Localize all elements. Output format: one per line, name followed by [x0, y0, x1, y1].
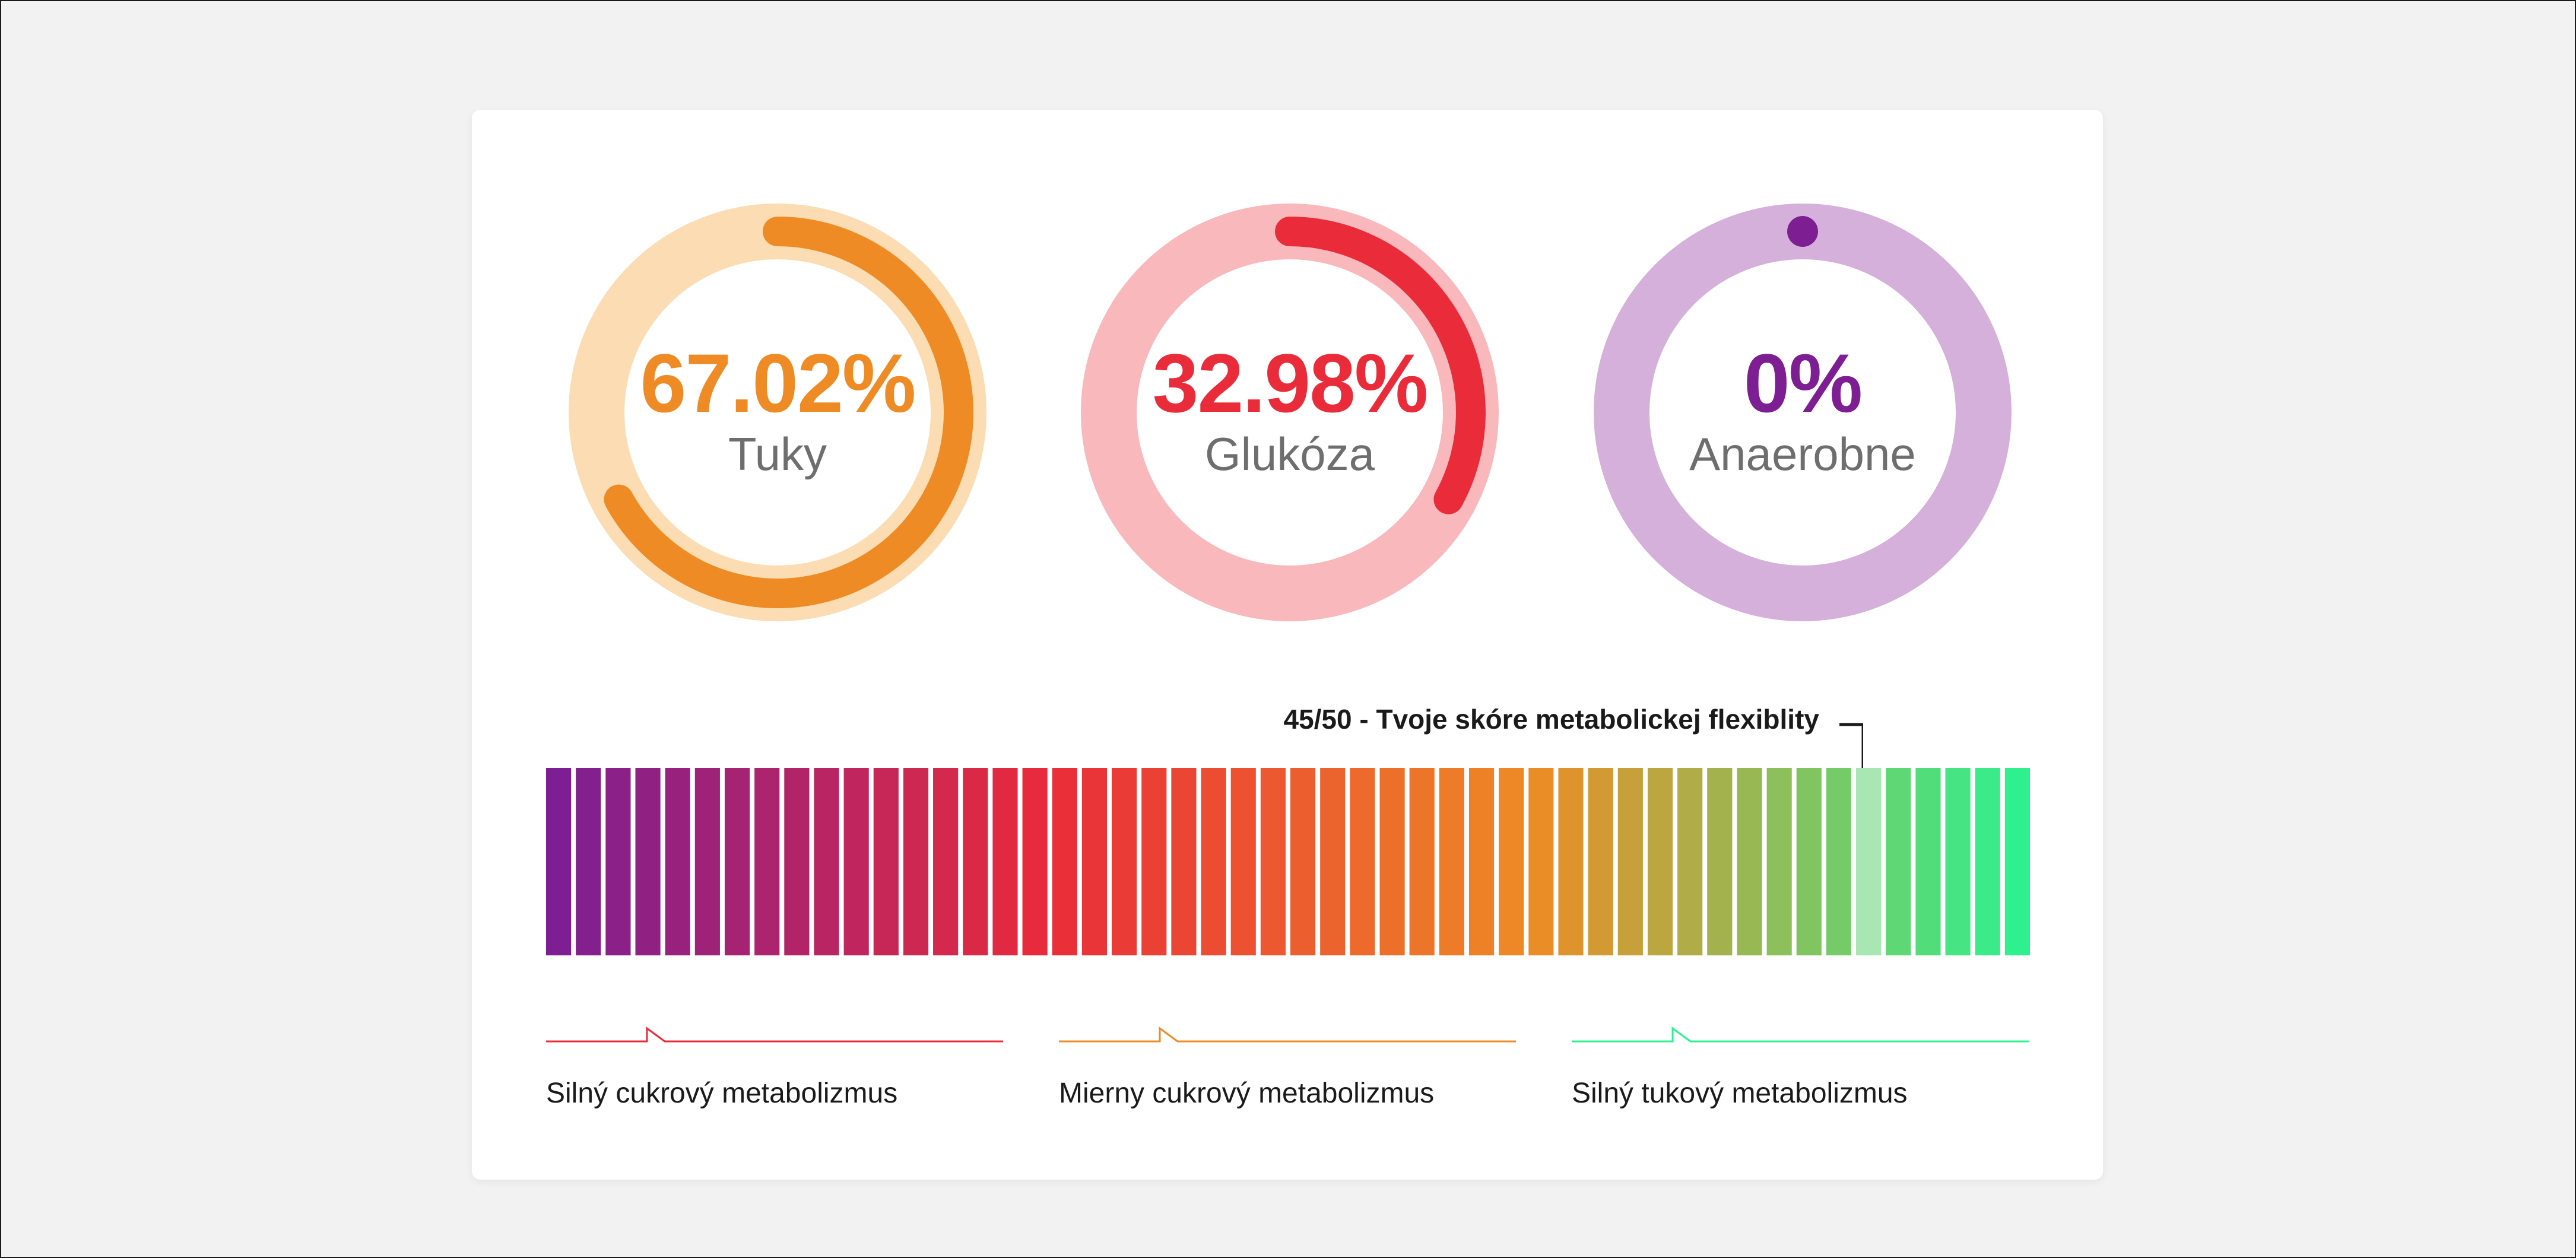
scale-segment — [1886, 768, 1911, 955]
scale-segment — [933, 768, 959, 955]
scale-segment — [1201, 768, 1226, 955]
gauge-anaerobic: 0% Anaerobne — [1589, 199, 2016, 626]
scale-segment — [665, 768, 690, 955]
scale-segment — [1260, 768, 1286, 955]
scale-segment-current — [1856, 768, 1882, 955]
scale-segment — [1171, 768, 1197, 955]
scale-segment — [1022, 768, 1048, 955]
scale-segment — [784, 768, 810, 955]
scale-segment — [1468, 768, 1495, 955]
scale-segment — [1439, 768, 1464, 955]
gauge-value: 0% — [1743, 336, 1863, 430]
scale-segment — [843, 768, 869, 955]
scale-segment — [1766, 768, 1792, 955]
scale-segment — [992, 768, 1018, 955]
score-pointer — [1839, 723, 1863, 778]
gauge-label: Anaerobne — [1689, 428, 1916, 480]
scale-segment — [1081, 768, 1108, 955]
scale-segment — [903, 768, 929, 955]
scale-segment — [1677, 768, 1703, 955]
scale-segment — [1617, 768, 1643, 955]
flexibility-scale — [546, 768, 2030, 955]
scale-segment — [1230, 768, 1256, 955]
scale-segment — [724, 768, 750, 955]
gauge-value: 32.98% — [1152, 336, 1429, 430]
scale-segment — [1737, 768, 1762, 955]
gauge-label: Tuky — [728, 428, 827, 480]
scale-segment — [963, 768, 988, 955]
scale-segment — [754, 768, 780, 955]
scale-segment — [1409, 768, 1435, 955]
gauge-progress-marker — [1787, 216, 1818, 247]
legend-line — [1572, 1027, 2029, 1043]
scale-segment — [1141, 768, 1167, 955]
scale-segment — [1975, 768, 2000, 955]
ring-chart — [569, 204, 986, 621]
scale-segment — [1379, 768, 1405, 955]
legend-label: Mierny cukrový metabolizmus — [1059, 1078, 1435, 1109]
gauge-fat: 67.02% Tuky — [564, 199, 991, 626]
scale-segment — [1528, 768, 1554, 955]
legend-label: Silný cukrový metabolizmus — [546, 1078, 898, 1109]
scale-segment — [1707, 768, 1733, 955]
metabolism-card: 67.02% Tuky 32.98% Glukóza 0% Anaerobne … — [472, 110, 2103, 1180]
legend-mild-sugar: Mierny cukrový metabolizmus — [1059, 1012, 1516, 1109]
legend-strong-sugar: Silný cukrový metabolizmus — [546, 1012, 1003, 1109]
scale-segment — [814, 768, 839, 955]
scale-segment — [1588, 768, 1613, 955]
gauge-glucose: 32.98% Glukóza — [1076, 199, 1503, 626]
scale-segment — [576, 768, 601, 955]
ring-chart — [1594, 204, 2012, 621]
scale-segment — [1558, 768, 1584, 955]
scale-segment — [694, 768, 720, 955]
flexibility-score-label: 45/50 - Tvoje skóre metabolickej flexibl… — [1283, 704, 1819, 735]
scale-segment — [1826, 768, 1852, 955]
scale-segment — [635, 768, 661, 955]
scale-segment — [1320, 768, 1346, 955]
scale-segment — [1796, 768, 1822, 955]
legend-line — [546, 1027, 1003, 1043]
scale-segment — [873, 768, 899, 955]
gauge-progress-arc — [1275, 217, 1486, 514]
scale-segment — [1290, 768, 1316, 955]
gauge-label: Glukóza — [1204, 428, 1375, 480]
scale-segment — [605, 768, 631, 955]
scale-segment — [1647, 768, 1673, 955]
scale-segment — [1052, 768, 1077, 955]
ring-chart — [1081, 204, 1499, 621]
scale-segment — [546, 768, 572, 955]
scale-segment — [2004, 768, 2030, 955]
gauge-value: 67.02% — [640, 336, 916, 430]
scale-segment — [1350, 768, 1375, 955]
scale-segment — [1945, 768, 1971, 955]
legend-label: Silný tukový metabolizmus — [1572, 1078, 1908, 1109]
scale-segment — [1112, 768, 1137, 955]
legend-line — [1059, 1027, 1516, 1043]
gauge-progress-arc — [604, 217, 973, 608]
scale-segment — [1499, 768, 1524, 955]
legend-strong-fat: Silný tukový metabolizmus — [1572, 1012, 2029, 1109]
scale-segment — [1915, 768, 1941, 955]
